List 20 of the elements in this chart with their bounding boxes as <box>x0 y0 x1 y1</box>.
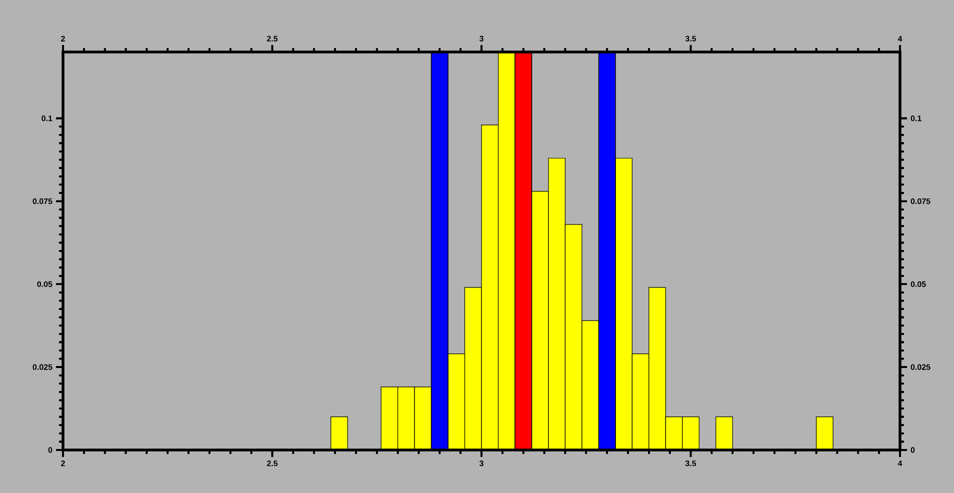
x-tick-label: 3 <box>479 36 484 42</box>
x2-tick-label: 2.5 <box>266 460 278 466</box>
x-tick-label: 2 <box>61 36 65 42</box>
x2-tick-label: 3.5 <box>685 460 696 466</box>
x-tick-label: 2.5 <box>266 36 278 42</box>
y2-tick-label: 0.025 <box>910 364 930 370</box>
y-tick-label: 0.1 <box>42 115 52 122</box>
x2-tick-label: 3 <box>479 460 484 466</box>
y-tick-label: 0.025 <box>32 364 52 370</box>
y2-tick-label: 0 <box>910 447 915 453</box>
x-tick-label: 3.5 <box>685 36 696 42</box>
y2-tick-label: 0.05 <box>910 281 926 287</box>
y2-tick-label: 0.075 <box>910 198 930 204</box>
x2-tick-label: 2 <box>61 460 65 466</box>
y-tick-label: 0.075 <box>32 198 52 204</box>
y-tick-label: 0 <box>48 447 52 453</box>
y2-tick-label: 0.1 <box>910 115 922 122</box>
y-tick-label: 0.05 <box>37 281 52 287</box>
x-tick-label: 4 <box>898 36 902 42</box>
x2-tick-label: 4 <box>898 460 902 466</box>
